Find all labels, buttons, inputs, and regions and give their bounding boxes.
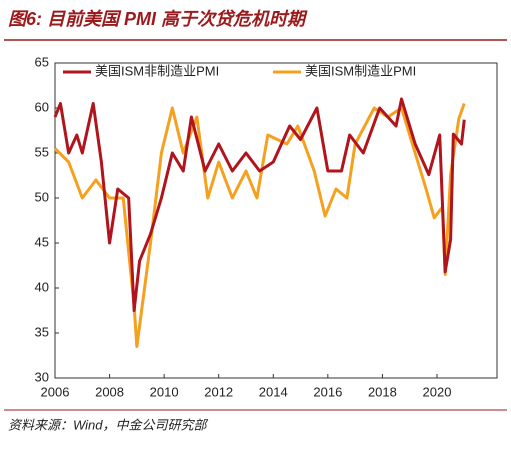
y-tick-label: 60	[35, 99, 49, 114]
x-tick-label: 2008	[95, 384, 124, 399]
x-tick-label: 2012	[204, 384, 233, 399]
y-tick-label: 30	[35, 369, 49, 384]
x-tick-label: 2010	[150, 384, 179, 399]
x-tick-label: 2006	[41, 384, 70, 399]
x-tick-label: 2016	[313, 384, 342, 399]
x-tick-label: 2018	[368, 384, 397, 399]
y-tick-label: 55	[35, 144, 49, 159]
source: 资料来源：Wind，中金公司研究部	[8, 417, 209, 432]
x-tick-label: 2020	[423, 384, 452, 399]
x-tick-label: 2014	[259, 384, 288, 399]
chart-title: 图6: 目前美国 PMI 高于次贷危机时期	[8, 9, 308, 29]
y-tick-label: 50	[35, 189, 49, 204]
y-tick-label: 65	[35, 54, 49, 69]
y-tick-label: 35	[35, 324, 49, 339]
y-tick-label: 45	[35, 234, 49, 249]
legend-label: 美国ISM制造业PMI	[305, 63, 416, 78]
series-line	[53, 97, 466, 312]
legend-label: 美国ISM非制造业PMI	[95, 63, 219, 78]
series-line	[53, 102, 466, 348]
y-tick-label: 40	[35, 279, 49, 294]
plot-frame	[54, 62, 498, 379]
